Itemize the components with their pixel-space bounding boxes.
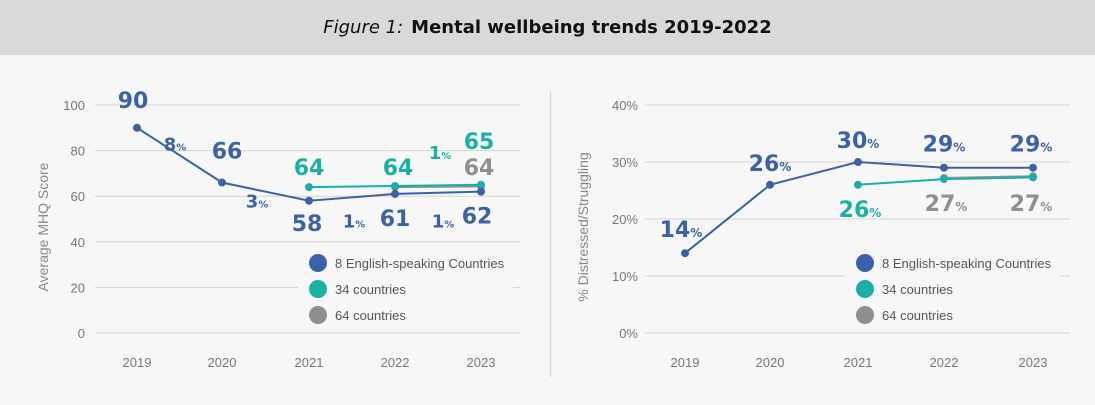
legend-marker bbox=[856, 306, 874, 324]
data-label: 3% bbox=[246, 192, 269, 213]
data-label: 26% bbox=[749, 152, 792, 177]
y-tick-label: 80 bbox=[71, 144, 85, 159]
data-point bbox=[305, 183, 313, 192]
data-point bbox=[305, 196, 313, 205]
data-label: 62 bbox=[462, 205, 493, 230]
data-label: 26% bbox=[839, 198, 882, 223]
data-point bbox=[940, 175, 948, 184]
x-tick-label: 2019 bbox=[123, 355, 152, 370]
data-point bbox=[477, 180, 485, 189]
data-point bbox=[133, 123, 141, 132]
data-label: 8% bbox=[164, 135, 187, 156]
data-label: 14% bbox=[660, 218, 703, 243]
legend-background bbox=[845, 250, 1060, 328]
data-label: 1% bbox=[343, 212, 366, 233]
data-label: 64 bbox=[464, 156, 495, 181]
data-label: 65 bbox=[464, 130, 495, 155]
x-tick-label: 2020 bbox=[756, 355, 785, 370]
data-point bbox=[681, 249, 689, 258]
data-label: 64 bbox=[294, 156, 325, 181]
legend-label: 64 countries bbox=[882, 308, 953, 323]
legend-label: 34 countries bbox=[882, 282, 953, 297]
data-label: 30% bbox=[837, 129, 880, 154]
data-label: 27% bbox=[925, 192, 968, 217]
series-line bbox=[943, 175, 1034, 179]
y-axis-title: Average MHQ Score bbox=[35, 162, 51, 291]
data-label: 66 bbox=[212, 140, 243, 165]
legend-marker bbox=[856, 280, 874, 298]
x-tick-label: 2022 bbox=[381, 355, 410, 370]
y-tick-label: 100 bbox=[63, 98, 85, 113]
data-label: 1% bbox=[432, 212, 455, 233]
data-point bbox=[391, 181, 399, 190]
series-line bbox=[394, 185, 482, 189]
data-point bbox=[218, 178, 226, 187]
y-tick-label: 40 bbox=[71, 235, 85, 250]
legend-marker bbox=[309, 280, 327, 298]
legend-marker bbox=[309, 306, 327, 324]
data-label: 29% bbox=[923, 133, 966, 158]
legend-label: 64 countries bbox=[335, 308, 406, 323]
y-tick-label: 20% bbox=[612, 212, 638, 227]
y-tick-label: 60 bbox=[71, 189, 85, 204]
x-tick-label: 2019 bbox=[671, 355, 700, 370]
data-point bbox=[854, 180, 862, 189]
figure-label: Figure 1: bbox=[323, 17, 404, 38]
y-tick-label: 40% bbox=[612, 98, 638, 113]
chart-mhq-score: 0 20 40 60 80 100 Average MHQ Score 2019 2020 202… bbox=[35, 89, 520, 370]
y-tick-label: 30% bbox=[612, 155, 638, 170]
x-tick-label: 2023 bbox=[1019, 355, 1048, 370]
legend-marker bbox=[309, 254, 327, 272]
chart-distressed-struggling: 0% 10% 20% 30% 40% % Distressed/Struggling 201… bbox=[575, 98, 1070, 370]
data-point bbox=[940, 163, 948, 172]
x-tick-label: 2022 bbox=[930, 355, 959, 370]
data-label: 29% bbox=[1010, 133, 1053, 158]
data-point bbox=[766, 180, 774, 189]
data-point bbox=[391, 189, 399, 198]
y-tick-label: 20 bbox=[71, 280, 85, 295]
legend-marker bbox=[856, 254, 874, 272]
legend-label: 34 countries bbox=[335, 282, 406, 297]
x-tick-label: 2021 bbox=[844, 355, 873, 370]
y-tick-label: 0% bbox=[619, 326, 638, 341]
x-tick-label: 2023 bbox=[467, 355, 496, 370]
legend-label: 8 English-speaking Countries bbox=[335, 256, 505, 271]
y-axis-title: % Distressed/Struggling bbox=[575, 152, 591, 301]
data-point bbox=[1029, 163, 1037, 172]
x-tick-label: 2021 bbox=[295, 355, 324, 370]
legend-label: 8 English-speaking Countries bbox=[882, 256, 1052, 271]
data-label: 58 bbox=[292, 212, 323, 237]
data-label: 27% bbox=[1010, 192, 1053, 217]
figure-header: Figure 1: Mental wellbeing trends 2019-2… bbox=[0, 0, 1095, 55]
y-tick-label: 0 bbox=[78, 326, 85, 341]
panel-divider bbox=[550, 92, 551, 377]
data-label: 61 bbox=[380, 207, 411, 232]
data-point bbox=[1029, 173, 1037, 182]
data-point bbox=[854, 158, 862, 166]
y-tick-label: 10% bbox=[612, 269, 638, 284]
legend-background bbox=[298, 250, 513, 328]
data-point bbox=[477, 187, 485, 196]
x-tick-label: 2020 bbox=[208, 355, 237, 370]
data-label: 90 bbox=[118, 89, 149, 114]
data-label: 1% bbox=[429, 143, 452, 164]
data-label: 64 bbox=[383, 156, 414, 181]
figure-title: Mental wellbeing trends 2019-2022 bbox=[411, 17, 772, 38]
